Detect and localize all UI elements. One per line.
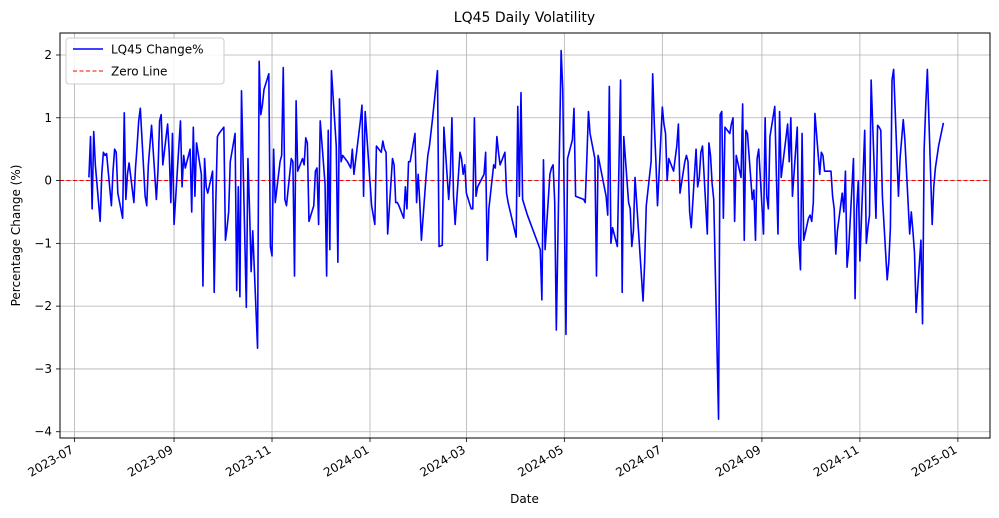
y-tick-label: 2 <box>44 48 52 62</box>
y-tick-label: −2 <box>34 299 52 313</box>
y-tick-label: 1 <box>44 111 52 125</box>
series-line-lq45-change <box>88 49 945 420</box>
plot-frame <box>59 32 991 439</box>
x-axis-title: Date <box>510 492 539 506</box>
y-axis: 2 1 0 −1 −2 −3 −4 <box>34 48 60 439</box>
legend-box <box>65 37 225 85</box>
grid <box>60 33 990 438</box>
legend-label-zero-line: Zero Line <box>111 65 167 79</box>
y-axis-title: Percentage Change (%) <box>9 165 23 307</box>
y-tick-label: −1 <box>34 236 52 250</box>
y-tick-label: −3 <box>34 362 52 376</box>
legend-label-lq45-change: LQ45 Change% <box>111 43 204 57</box>
y-tick-label: −4 <box>34 425 52 439</box>
y-tick-label: 0 <box>44 174 52 188</box>
chart-title: LQ45 Daily Volatility <box>454 10 595 26</box>
legend: LQ45 Change% Zero Line <box>65 37 225 85</box>
